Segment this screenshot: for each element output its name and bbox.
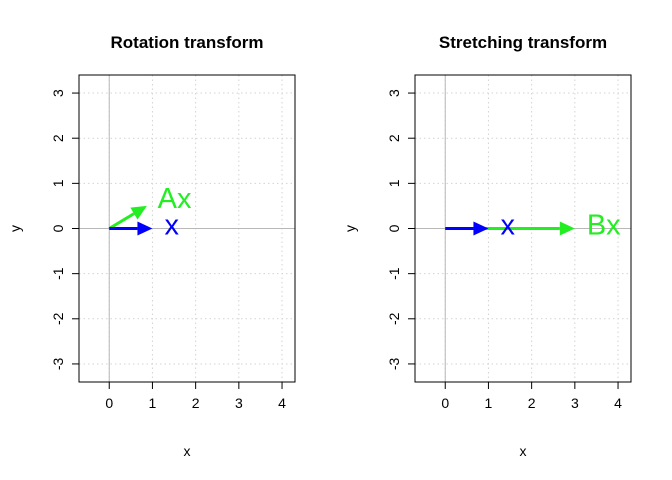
x-tick-label: 0 [105,395,113,411]
x-tick-label: 1 [485,395,493,411]
y-axis-label: y [7,225,23,232]
vector-bx-label: Bx [587,210,621,242]
y-tick-label: 2 [386,134,402,142]
y-tick-label: -3 [386,358,402,371]
x-tick-label: 1 [149,395,157,411]
x-tick-label: 4 [614,395,622,411]
x-axis-label: x [184,443,191,459]
vector-x-label: x [164,210,179,242]
y-tick-label: -1 [50,267,66,280]
x-tick-label: 3 [235,395,243,411]
vector-bx-arrowhead [559,221,575,236]
x-tick-label: 0 [441,395,449,411]
y-tick-label: -2 [386,312,402,325]
y-tick-label: -1 [386,267,402,280]
panel-2: Stretching transform 0 1 2 3 4 -3 -2 -1 0 1 2 3 x y Bx x [342,33,632,459]
vector-ax-shaft [108,212,135,230]
y-tick-label: 2 [50,134,66,142]
y-tick-label: 3 [386,89,402,97]
x-tick-label: 2 [528,395,536,411]
y-tick-label: 1 [386,179,402,187]
y-tick-label: 0 [386,224,402,232]
chart-title: Stretching transform [439,33,607,52]
y-tick-label: 1 [50,179,66,187]
vector-x-arrowhead [137,221,153,236]
y-tick-label: -2 [50,312,66,325]
vector-x-label: x [500,210,515,242]
y-tick-label: -3 [50,358,66,371]
vector-ax-arrowhead [130,205,147,220]
y-tick-label: 3 [50,89,66,97]
y-tick-label: 0 [50,224,66,232]
y-axis-label: y [342,225,358,232]
x-tick-label: 3 [571,395,579,411]
vector-ax-label: Ax [158,183,192,215]
x-tick-label: 4 [278,395,286,411]
x-tick-label: 2 [192,395,200,411]
vector-x-arrowhead [473,221,489,236]
chart-title: Rotation transform [111,33,264,52]
x-axis-label: x [520,443,527,459]
